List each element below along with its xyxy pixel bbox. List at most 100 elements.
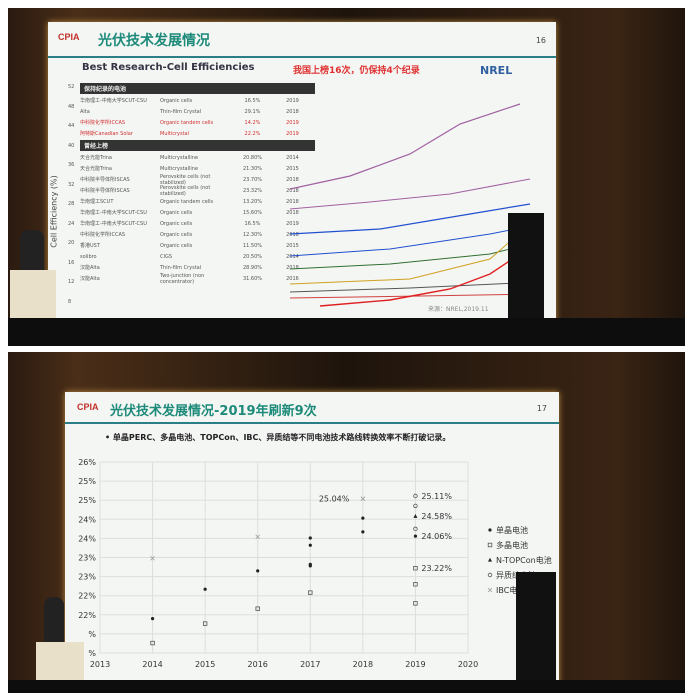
series-line	[319, 253, 521, 307]
efficiency: 28.90%	[242, 264, 263, 271]
data-point-x	[150, 555, 155, 561]
series-line	[290, 281, 541, 293]
cell-type: Organic cells	[160, 209, 193, 216]
legend-marker	[488, 528, 492, 532]
cell-type: Organic cells	[160, 220, 193, 227]
nrel-logo: NREL	[480, 64, 513, 77]
cell-type: Multicrystalline	[160, 165, 199, 172]
table-row: 中科院化学所ICCAS Organic cells 12.30% 2018	[80, 229, 315, 240]
y-tick-label: 12	[68, 279, 75, 285]
y-tick-label: 26%	[78, 458, 96, 467]
y-tick-label: 24%	[78, 515, 96, 524]
institution: 中科院化学所ICCAS	[80, 232, 126, 238]
series-line	[290, 103, 521, 190]
photo-bottom: CPIA 光伏技术发展情况-2019年刷新9次 17 • 单晶PERC、多晶电池…	[8, 352, 685, 693]
table-row: 阿特斯Canadian Solar Multicrystal 22.2% 2019	[80, 128, 315, 139]
table-row: 华南理工-中南大学SCUT-CSU Organic cells 16.5% 2019	[80, 218, 315, 229]
table-row: 华南理工-中南大学SCUT-CSU Organic cells 16.5% 2019	[80, 95, 315, 106]
legend-marker	[487, 542, 493, 548]
audience	[8, 680, 685, 693]
efficiency: 29.1%	[244, 108, 261, 115]
x-tick-label: 2017	[300, 660, 320, 669]
legend-marker	[488, 557, 492, 562]
x-tick-label: 2014	[142, 660, 162, 669]
table-row: 汉能Alta Thin-film Crystal 28.90% 2018	[80, 262, 315, 273]
x-tick-label: 2013	[90, 660, 110, 669]
series-line	[290, 178, 531, 210]
data-point-square	[150, 640, 155, 646]
y-tick-label: 32	[68, 181, 75, 188]
institution: 华南理工-中南大学SCUT-CSU	[80, 98, 147, 104]
year: 2018	[286, 198, 299, 205]
y-tick-label: 22%	[78, 592, 96, 601]
y-tick-label: 24	[68, 220, 75, 227]
year: 2018	[286, 176, 299, 183]
data-point-x	[360, 496, 366, 501]
data-point-square	[413, 565, 418, 571]
year: 2016	[286, 275, 299, 282]
section-current: 保持纪录的电池	[80, 83, 315, 94]
data-point-dot	[203, 587, 207, 591]
data-point-dot	[413, 534, 418, 538]
institution: solibro	[80, 253, 97, 260]
x-tick-label: 2020	[458, 660, 478, 669]
table-row: solibro CIGS 20.50% 2014	[80, 251, 315, 262]
year: 2018	[286, 231, 299, 238]
photo-top: CPIA 光伏技术发展情况 16 Best Research-Cell Effi…	[8, 8, 685, 346]
podium	[10, 270, 56, 320]
legend-marker	[487, 587, 493, 593]
institution: 中科院化学所ICCAS	[80, 120, 126, 126]
cpia-logo: CPIA	[58, 32, 80, 42]
y-tick-label: 36	[68, 162, 75, 168]
slide-17: CPIA 光伏技术发展情况-2019年刷新9次 17 • 单晶PERC、多晶电池…	[65, 392, 559, 692]
chart-subtitle: Best Research-Cell Efficiencies	[82, 62, 255, 73]
table-row: 天合光能Trina Multicrystalline 20.80% 2014	[80, 152, 315, 163]
cell-type: Thin-film Crystal	[160, 108, 202, 115]
video-camera	[516, 572, 556, 693]
y-tick-label: 28	[68, 201, 75, 207]
data-point-circle	[413, 493, 418, 499]
series-line	[290, 293, 541, 299]
data-label: 24.58%	[421, 512, 452, 521]
y-tick-label: 22%	[78, 611, 96, 620]
cell-type: Organic cells	[160, 97, 193, 104]
audience	[8, 318, 685, 346]
cell-type: Organic tandem cells	[160, 198, 214, 205]
year: 2019	[286, 220, 299, 227]
series-line	[290, 203, 531, 235]
table-row: 中科院半导体所ISCAS Perovskite cells (not stabil…	[80, 174, 315, 186]
efficiency: 13.20%	[242, 198, 263, 205]
cell-type: Perovskite cells (not stabilized)	[160, 184, 211, 197]
data-label: 24.06%	[421, 532, 452, 541]
efficiency: 31.60%	[242, 275, 263, 282]
table-row: 汉能Alta Two-junction (non concentrator) 31.…	[80, 273, 315, 285]
year: 2018	[286, 187, 299, 194]
efficiency: 16.5%	[244, 97, 261, 104]
institution: 华南理工-中南大学SCUT-CSU	[80, 210, 147, 216]
page-number: 17	[536, 404, 547, 413]
data-point-square	[308, 590, 313, 595]
highlight-text: 我国上榜16次，仍保持4个纪录	[293, 66, 420, 76]
title-rule	[48, 56, 556, 58]
efficiency: 16.5%	[244, 220, 261, 227]
y-tick-label: %	[88, 630, 96, 639]
data-point-square	[413, 601, 418, 606]
y-tick-label: 25%	[78, 496, 96, 505]
y-tick-label: 40	[68, 142, 75, 149]
legend-label: N-TOPCon电池	[496, 555, 552, 565]
institution: 华南理工-中南大学SCUT-CSU	[80, 221, 147, 227]
y-ticks: 524844403632282420161284	[68, 78, 74, 332]
data-point-circle	[413, 503, 418, 509]
institution: 天合光能Trina	[80, 166, 112, 172]
year: 2019	[286, 130, 299, 137]
institution: 汉能Alta	[80, 265, 100, 271]
efficiency: 20.50%	[242, 253, 263, 260]
efficiency-scatter-chart: 2013 2014 2015 2016 2017 2018 2019 2020 26% 25% 25…	[78, 458, 552, 669]
efficiency: 21.30%	[242, 165, 263, 172]
y-tick-label: 44	[68, 123, 75, 129]
y-tick-label: 8	[68, 298, 72, 305]
year: 2014	[286, 154, 299, 161]
y-tick-label: 25%	[78, 477, 96, 486]
data-label: 25.11%	[421, 492, 452, 501]
y-tick-label: 52	[68, 84, 75, 90]
